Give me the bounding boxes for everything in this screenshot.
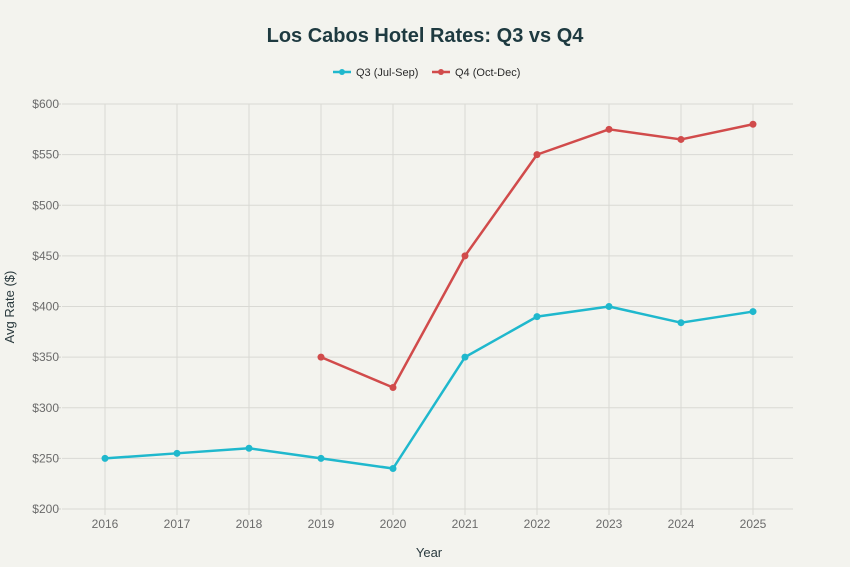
y-tick-label: $400 — [32, 300, 59, 314]
y-tick-label: $450 — [32, 249, 59, 263]
x-axis-label: Year — [416, 545, 443, 560]
data-point[interactable] — [749, 308, 757, 316]
y-tick-label: $300 — [32, 401, 59, 415]
y-tick-label: $600 — [32, 97, 59, 111]
x-tick-label: 2024 — [668, 517, 695, 531]
x-tick-label: 2022 — [524, 517, 551, 531]
data-point[interactable] — [461, 252, 469, 260]
data-point[interactable] — [389, 465, 397, 472]
y-axis-label: Avg Rate ($) — [2, 271, 17, 344]
x-axis-ticks: 2016 2017 2018 2019 2020 2021 2022 2023 2024 2025 — [92, 517, 767, 531]
x-tick-label: 2018 — [236, 517, 263, 531]
y-tick-label: $550 — [32, 148, 59, 162]
y-tick-label: $350 — [32, 350, 59, 364]
x-tick-label: 2021 — [452, 517, 479, 531]
x-tick-label: 2017 — [164, 517, 191, 531]
data-point[interactable] — [533, 151, 541, 159]
data-point[interactable] — [677, 135, 685, 143]
legend-label-q4: Q4 (Oct-Dec) — [455, 67, 520, 79]
legend-label-q3: Q3 (Jul-Sep) — [356, 67, 418, 79]
series-q4 — [317, 120, 757, 391]
gridlines — [62, 103, 793, 515]
data-point[interactable] — [461, 353, 469, 361]
x-tick-label: 2023 — [596, 517, 623, 531]
x-tick-label: 2016 — [92, 517, 119, 531]
data-point[interactable] — [173, 449, 181, 457]
y-tick-label: $200 — [32, 502, 59, 516]
x-tick-label: 2025 — [740, 517, 767, 531]
y-tick-label: $500 — [32, 198, 59, 212]
data-point[interactable] — [317, 454, 325, 462]
series-line — [104, 305, 754, 470]
series-group — [101, 120, 757, 472]
data-point[interactable] — [677, 319, 685, 327]
legend-marker-q4 — [438, 69, 444, 75]
data-point[interactable] — [533, 313, 541, 321]
data-point[interactable] — [317, 353, 325, 361]
y-tick-label: $250 — [32, 451, 59, 465]
data-point[interactable] — [245, 444, 253, 452]
data-point[interactable] — [605, 303, 613, 310]
legend-item-q4[interactable]: Q4 (Oct-Dec) — [432, 67, 520, 79]
data-point[interactable] — [749, 120, 757, 128]
x-tick-label: 2020 — [380, 517, 407, 531]
data-point[interactable] — [605, 125, 613, 133]
chart-title: Los Cabos Hotel Rates: Q3 vs Q4 — [267, 25, 585, 47]
x-tick-label: 2019 — [308, 517, 335, 531]
legend-marker-q3 — [339, 69, 345, 75]
data-point[interactable] — [389, 384, 397, 391]
legend-item-q3[interactable]: Q3 (Jul-Sep) — [333, 67, 418, 79]
series-q3 — [101, 303, 757, 472]
y-axis-ticks: $200 $250 $300 $350 $400 $450 $500 $550 $600 — [32, 97, 61, 516]
data-point[interactable] — [101, 454, 109, 462]
legend: Q3 (Jul-Sep) Q4 (Oct-Dec) — [333, 67, 520, 79]
